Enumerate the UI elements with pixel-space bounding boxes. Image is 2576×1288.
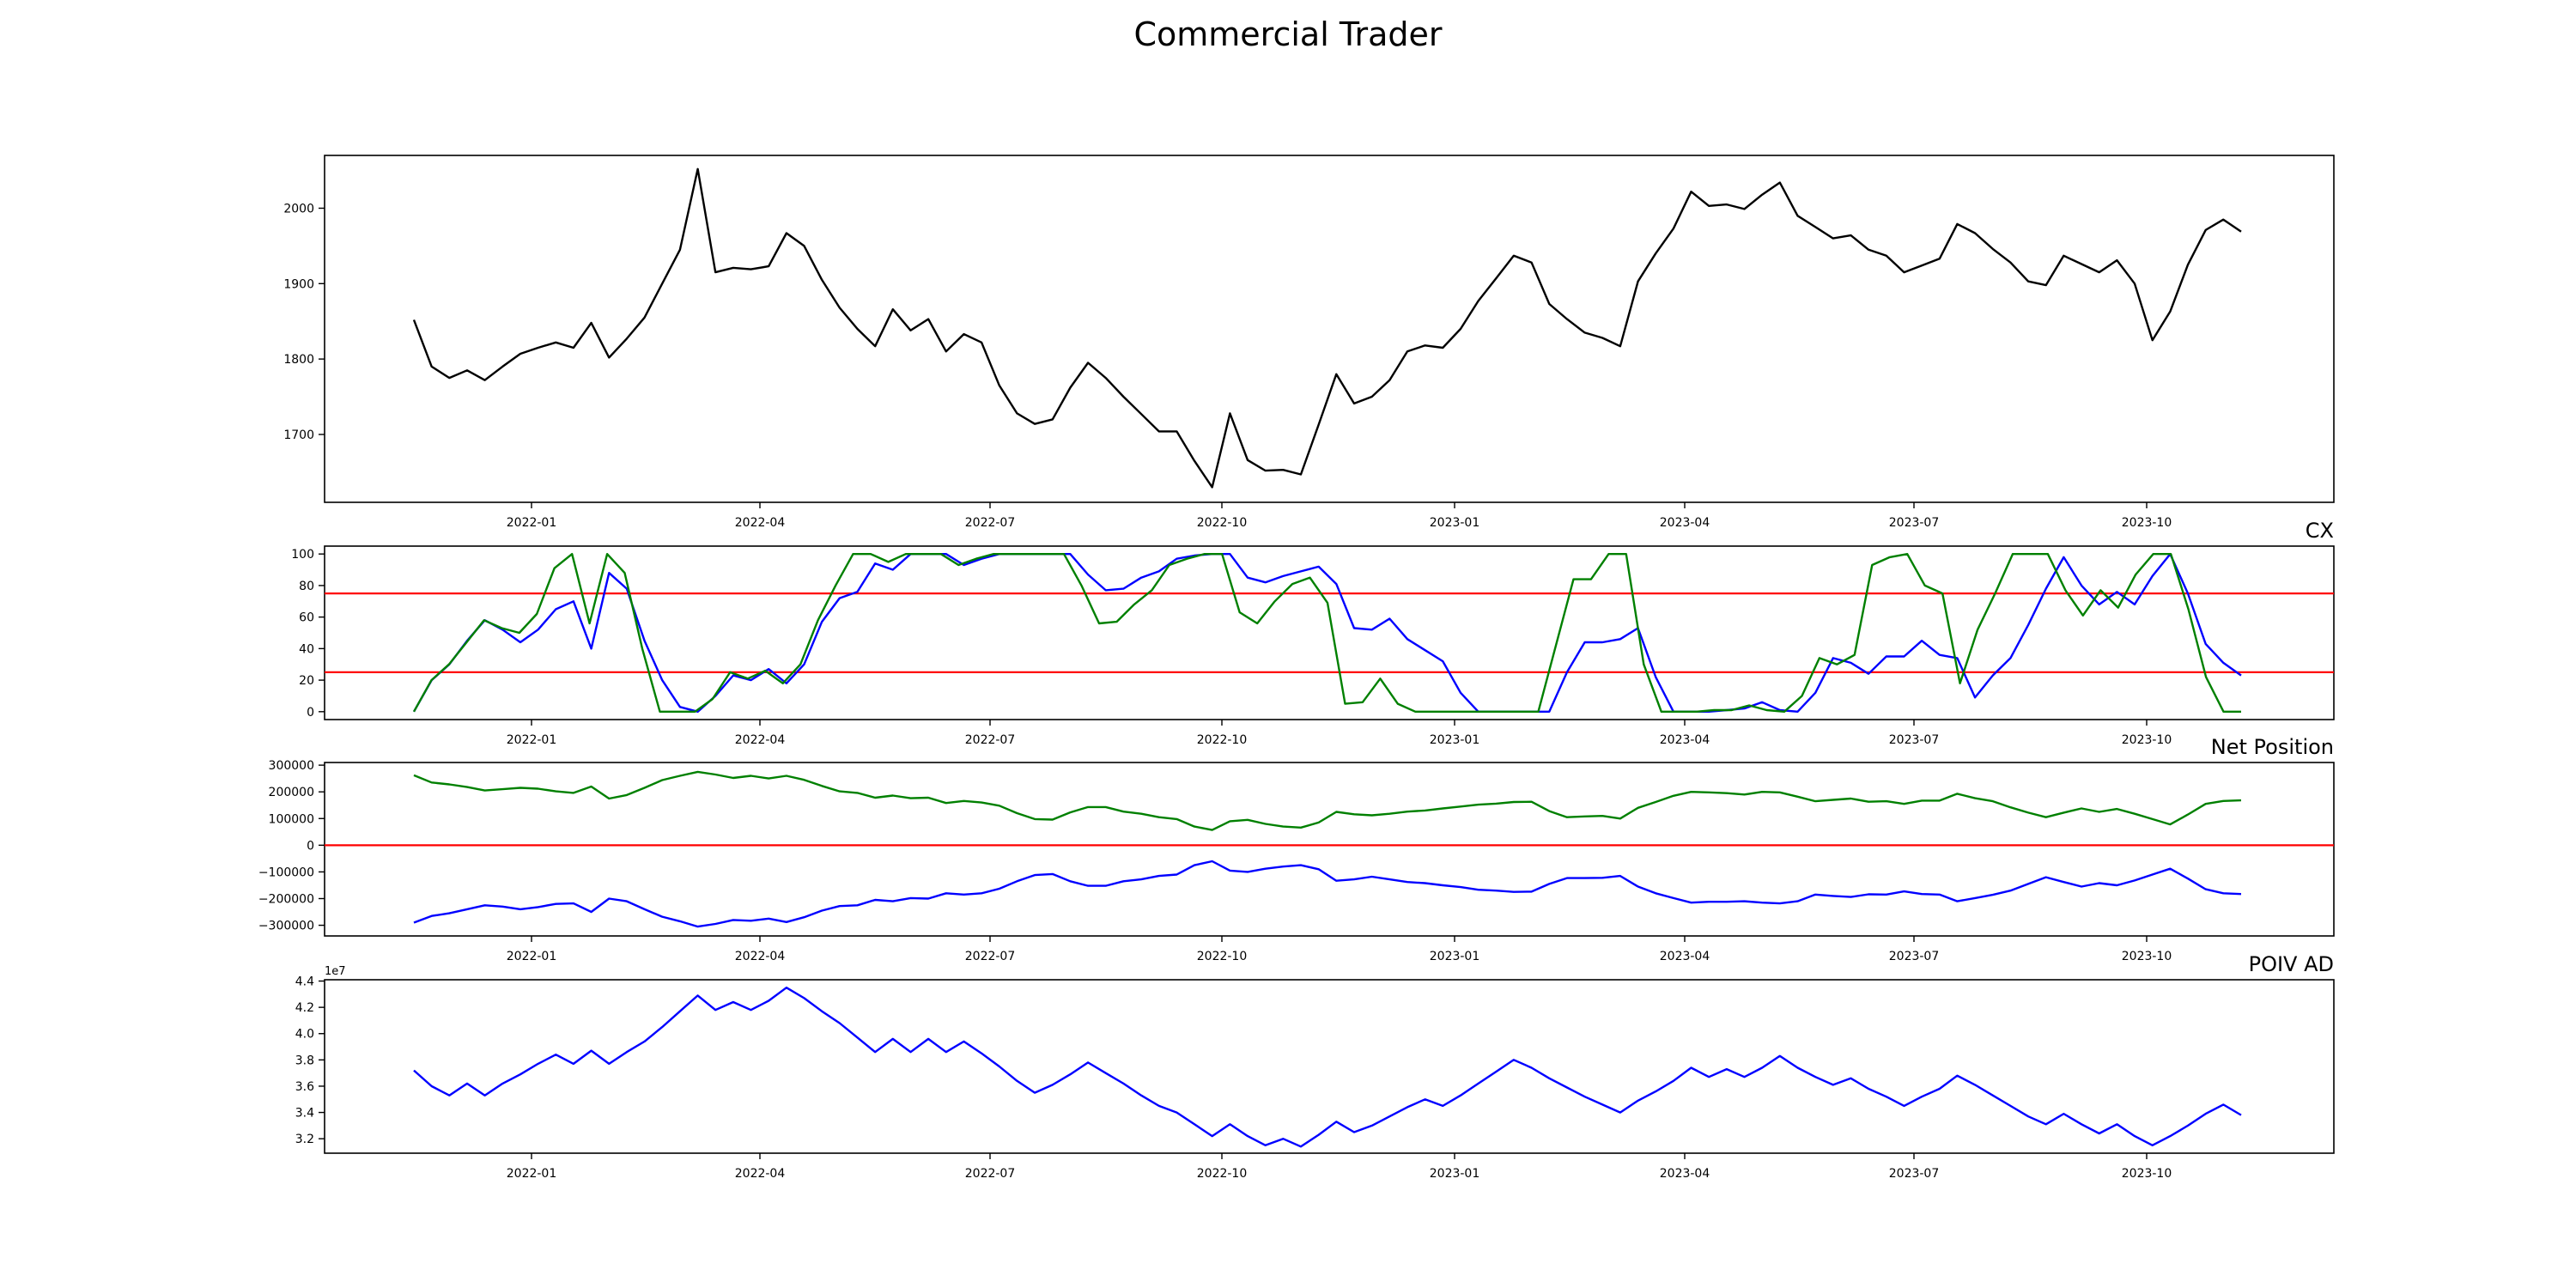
poiv-ad-x-tick-label: 2023-10 bbox=[2122, 1167, 2172, 1181]
price-x-tick-label: 2023-10 bbox=[2122, 516, 2172, 530]
cx-x-tick-label: 2022-04 bbox=[735, 733, 786, 747]
price-x-tick-label: 2023-01 bbox=[1430, 516, 1480, 530]
cx-x-tick-label: 2022-01 bbox=[507, 733, 557, 747]
poiv-ad-x-tick-label: 2022-01 bbox=[507, 1167, 557, 1181]
cx-y-tick-label: 40 bbox=[299, 642, 314, 656]
poiv-ad-y-tick-label: 4.2 bbox=[295, 1001, 314, 1015]
net-position-axes-frame bbox=[324, 762, 2335, 937]
price-x-tick-label: 2022-07 bbox=[965, 516, 1016, 530]
price-y-tick-label: 1900 bbox=[283, 277, 314, 291]
poiv-ad-y-multiplier: 1e7 bbox=[325, 965, 346, 978]
cx-y-tick-label: 20 bbox=[299, 674, 314, 688]
poiv-ad-axes-frame bbox=[324, 979, 2335, 1154]
cx-x-tick-label: 2022-07 bbox=[965, 733, 1016, 747]
net-position-y-tick-label: 0 bbox=[307, 839, 314, 853]
cx-series-blue-line bbox=[412, 553, 2242, 713]
poiv-ad-y-tick-label: 3.2 bbox=[295, 1133, 314, 1146]
price-x-tick-label: 2022-04 bbox=[735, 516, 786, 530]
poiv-ad-y-tick-label: 3.6 bbox=[295, 1080, 314, 1094]
net-position-x-tick-label: 2023-01 bbox=[1430, 950, 1480, 963]
net-position-x-tick-label: 2022-10 bbox=[1197, 950, 1248, 963]
poiv-ad-y-tick-label: 4.0 bbox=[295, 1028, 314, 1042]
cx-series-green-line bbox=[412, 553, 2241, 713]
poiv-ad-x-tick-label: 2022-07 bbox=[965, 1167, 1016, 1181]
net-position-y-tick-label: −200000 bbox=[258, 892, 314, 906]
net-position-x-tick-label: 2023-04 bbox=[1660, 950, 1710, 963]
net-position-x-tick-label: 2022-01 bbox=[507, 950, 557, 963]
cx-x-tick-label: 2023-04 bbox=[1660, 733, 1710, 747]
poiv-ad-x-tick-label: 2023-04 bbox=[1660, 1167, 1710, 1181]
figure-title: Commercial Trader bbox=[1133, 15, 1443, 53]
price-series-black-line bbox=[412, 167, 2242, 489]
cx-x-tick-label: 2023-10 bbox=[2122, 733, 2172, 747]
cx-y-tick-label: 100 bbox=[291, 548, 314, 562]
price-x-tick-label: 2023-04 bbox=[1660, 516, 1710, 530]
price-axes-frame bbox=[324, 155, 2335, 503]
poiv-ad-series-blue-line bbox=[413, 986, 2242, 1148]
cx-title: CX bbox=[2306, 519, 2334, 543]
net-position-y-tick-label: 100000 bbox=[269, 812, 314, 826]
poiv-ad-x-tick-label: 2023-01 bbox=[1430, 1167, 1480, 1181]
net-position-x-tick-label: 2022-04 bbox=[735, 950, 786, 963]
cx-x-tick-label: 2023-07 bbox=[1889, 733, 1940, 747]
net-position-x-tick-label: 2023-10 bbox=[2122, 950, 2172, 963]
net-position-y-tick-label: −100000 bbox=[258, 866, 314, 879]
price-y-tick-label: 1800 bbox=[283, 353, 314, 367]
price-y-tick-label: 2000 bbox=[283, 202, 314, 216]
net-position-x-tick-label: 2023-07 bbox=[1889, 950, 1940, 963]
poiv-ad-x-tick-label: 2022-10 bbox=[1197, 1167, 1248, 1181]
net-position-title: Net Position bbox=[2211, 735, 2334, 759]
poiv-ad-x-tick-label: 2023-07 bbox=[1889, 1167, 1940, 1181]
net-position-y-tick-label: 200000 bbox=[269, 786, 314, 799]
cx-x-tick-label: 2023-01 bbox=[1430, 733, 1480, 747]
poiv-ad-x-tick-label: 2022-04 bbox=[735, 1167, 786, 1181]
poiv-ad-title: POIV AD bbox=[2249, 952, 2334, 976]
net-position-series-green-line bbox=[413, 770, 2242, 831]
poiv-ad-y-tick-label: 3.8 bbox=[295, 1054, 314, 1067]
net-position-y-tick-label: −300000 bbox=[258, 920, 314, 933]
price-x-tick-label: 2022-01 bbox=[507, 516, 557, 530]
price-x-tick-label: 2023-07 bbox=[1889, 516, 1940, 530]
cx-y-tick-label: 80 bbox=[299, 580, 314, 593]
price-x-tick-label: 2022-10 bbox=[1197, 516, 1248, 530]
cx-y-tick-label: 60 bbox=[299, 611, 314, 625]
net-position-x-tick-label: 2022-07 bbox=[965, 950, 1016, 963]
poiv-ad-y-tick-label: 3.4 bbox=[295, 1107, 314, 1121]
poiv-ad-y-tick-label: 4.4 bbox=[295, 975, 314, 989]
price-y-tick-label: 1700 bbox=[283, 428, 314, 442]
cx-x-tick-label: 2022-10 bbox=[1197, 733, 1248, 747]
net-position-series-blue-line bbox=[413, 860, 2242, 928]
net-position-y-tick-label: 300000 bbox=[269, 759, 314, 773]
cx-axes-frame bbox=[324, 545, 2335, 720]
cx-y-tick-label: 0 bbox=[307, 706, 314, 720]
